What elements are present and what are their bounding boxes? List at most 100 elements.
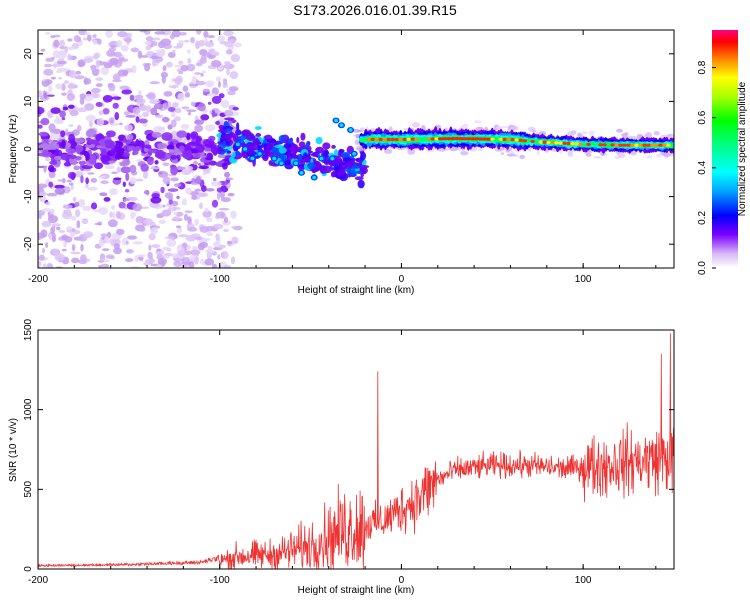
spectrogram-blob bbox=[120, 166, 132, 174]
spectrogram-x-tick-label: -200 bbox=[28, 274, 48, 285]
spectrogram-blob bbox=[134, 254, 139, 263]
spectrogram-blob bbox=[90, 177, 98, 183]
spectrogram-blob bbox=[200, 114, 210, 121]
spectrogram-blob bbox=[143, 262, 150, 266]
spectrogram-blob bbox=[477, 148, 484, 151]
spectrogram-peak-blob bbox=[430, 137, 435, 141]
spectrogram-peak-blob bbox=[410, 137, 415, 141]
spectrogram-blob bbox=[127, 133, 134, 141]
spectrogram-blob bbox=[220, 197, 231, 203]
spectrogram-blob bbox=[662, 152, 669, 157]
spectrogram-blob bbox=[313, 166, 320, 172]
spectrogram-blob bbox=[559, 150, 563, 154]
spectrogram-blob bbox=[150, 196, 162, 204]
spectrogram-blob bbox=[163, 255, 170, 259]
spectrogram-blob bbox=[187, 141, 200, 146]
spectrogram-blob bbox=[147, 251, 153, 259]
spectrogram-blob bbox=[194, 124, 204, 133]
spectrogram-blob bbox=[220, 185, 229, 193]
spectrogram-blob bbox=[61, 140, 66, 148]
spectrogram-blob bbox=[656, 153, 662, 158]
spectrogram-blob bbox=[69, 110, 79, 117]
spectrogram-blob bbox=[103, 197, 111, 202]
spectrogram-blob bbox=[536, 149, 540, 156]
spectrogram-blob bbox=[218, 207, 230, 211]
spectrogram-blob bbox=[70, 148, 76, 153]
spectrogram-blob bbox=[74, 137, 85, 144]
spectrogram-blob bbox=[195, 144, 205, 153]
spectrogram-blob bbox=[215, 76, 222, 82]
spectrogram-peak-blob bbox=[498, 137, 503, 141]
spectrogram-blob bbox=[140, 55, 148, 58]
spectrogram-peak-blob bbox=[550, 141, 555, 145]
spectrogram-blob bbox=[510, 125, 519, 131]
spectrogram-blob bbox=[224, 133, 232, 142]
spectrogram-blob bbox=[38, 131, 49, 137]
spectrogram-blob bbox=[194, 40, 201, 49]
spectrogram-blob bbox=[166, 144, 175, 150]
spectrogram-blob bbox=[179, 145, 185, 152]
spectrogram-peak-blob bbox=[570, 142, 575, 146]
spectrogram-blob bbox=[585, 153, 592, 157]
spectrogram-blob bbox=[315, 146, 324, 154]
spectrogram-blob bbox=[221, 250, 229, 260]
spectrogram-x-tick-label: 0 bbox=[399, 274, 405, 285]
spectrogram-blob bbox=[63, 80, 69, 85]
spectrogram-blob bbox=[529, 130, 537, 133]
spectrogram-blob bbox=[73, 165, 80, 171]
spectrogram-peak-blob bbox=[382, 137, 387, 142]
spectrogram-blob bbox=[105, 130, 116, 138]
spectrogram-spot-core bbox=[272, 156, 277, 161]
spectrogram-blob bbox=[90, 87, 101, 94]
spectrogram-blob bbox=[217, 128, 228, 133]
spectrogram-blob bbox=[132, 106, 141, 115]
spectrogram-blob bbox=[117, 31, 128, 38]
spectrogram-blob bbox=[66, 226, 73, 231]
spectrogram-blob bbox=[315, 136, 323, 145]
spectrogram-blob bbox=[206, 251, 212, 259]
spectrogram-blob bbox=[474, 120, 482, 124]
spectrogram-blob bbox=[105, 30, 113, 39]
spectrogram-blob bbox=[51, 235, 57, 243]
spectrogram-spot-core bbox=[348, 128, 353, 132]
spectrogram-blob bbox=[231, 225, 237, 229]
spectrogram-blob bbox=[204, 124, 216, 132]
spectrogram-blob bbox=[95, 59, 100, 69]
spectrogram-blob bbox=[180, 124, 190, 130]
spectrogram-blob bbox=[112, 211, 116, 220]
spectrogram-blob bbox=[205, 188, 215, 192]
spectrogram-blob bbox=[122, 181, 126, 187]
spectrogram-blob bbox=[180, 64, 189, 72]
spectrogram-blob bbox=[174, 207, 181, 210]
spectrogram-blob bbox=[80, 243, 84, 252]
spectrogram-peak-blob bbox=[542, 140, 547, 144]
spectrogram-blob bbox=[51, 223, 62, 227]
spectrogram-blob bbox=[166, 238, 177, 247]
spectrogram-blob bbox=[194, 119, 205, 125]
spectrogram-blob bbox=[264, 149, 271, 154]
snr-frame bbox=[37, 329, 675, 570]
spectrogram-blob bbox=[135, 216, 144, 224]
spectrogram-blob bbox=[119, 161, 128, 167]
spectrogram-blob bbox=[42, 265, 49, 268]
spectrogram-blob bbox=[225, 177, 234, 181]
spectrogram-blob bbox=[178, 70, 184, 75]
spectrogram-blob bbox=[155, 150, 166, 160]
spectrogram-blob bbox=[621, 133, 628, 138]
spectrogram-blob bbox=[85, 152, 90, 161]
spectrogram-peak-blob bbox=[562, 141, 567, 145]
spectrogram-blob bbox=[145, 94, 154, 98]
spectrogram-blob bbox=[59, 39, 66, 48]
colorbar-tick-label: 0.6 bbox=[697, 110, 708, 124]
spectrogram-blob bbox=[70, 172, 76, 181]
spectrogram-blob bbox=[161, 132, 173, 141]
spectrogram-blob bbox=[154, 31, 166, 35]
spectrogram-blob bbox=[177, 93, 185, 102]
spectrogram-blob bbox=[45, 242, 49, 248]
spectrogram-y-tick-label: 0 bbox=[23, 146, 34, 152]
spectrogram-blob bbox=[643, 133, 652, 138]
spectrogram-blob bbox=[618, 153, 626, 158]
spectrogram-blob bbox=[73, 35, 80, 42]
spectrogram-blob bbox=[217, 154, 227, 159]
spectrogram-blob bbox=[241, 151, 249, 159]
